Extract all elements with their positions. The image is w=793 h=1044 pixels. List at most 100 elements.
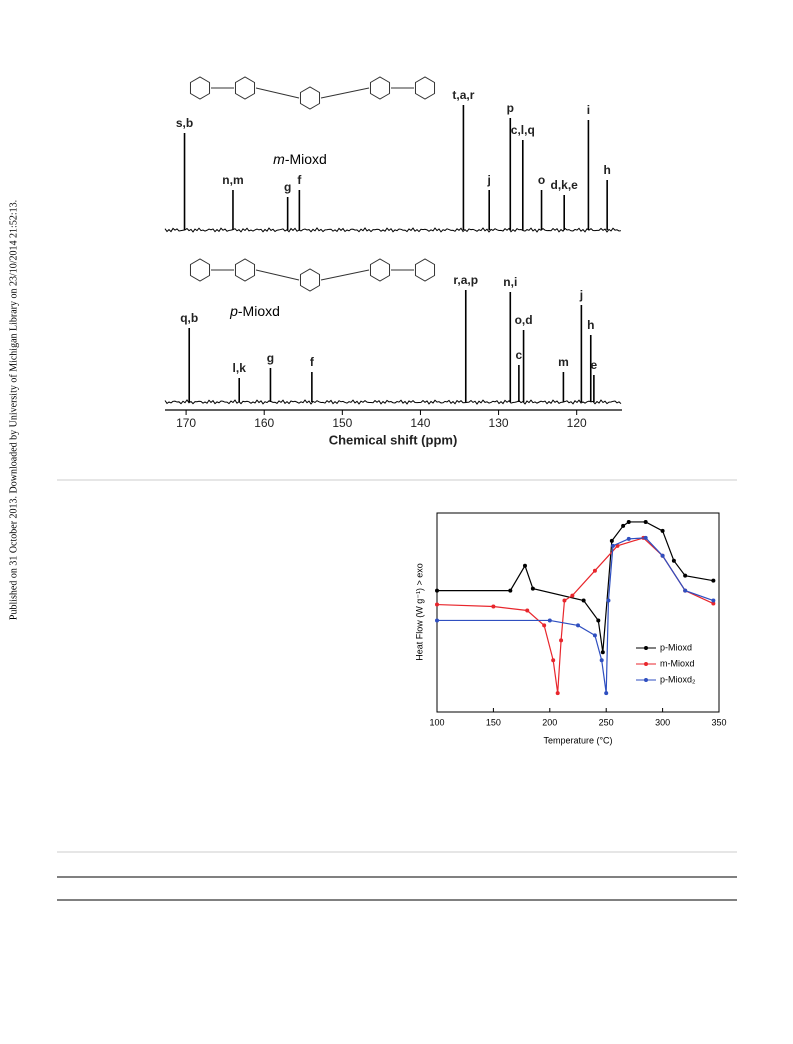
peak-label: c,l,q	[511, 123, 535, 137]
x-tick-label: 350	[711, 717, 726, 727]
molecule-ring	[189, 258, 211, 282]
legend-marker	[644, 678, 648, 682]
peak-label: c	[516, 348, 523, 362]
baseline-noise	[164, 227, 622, 233]
peak-label: n,m	[222, 173, 243, 187]
molecule-ring	[414, 258, 436, 282]
point	[592, 568, 597, 573]
series-line	[436, 537, 714, 694]
nmr-x-label: Chemical shift (ppm)	[329, 432, 458, 447]
point	[599, 658, 604, 663]
point	[671, 558, 676, 563]
peak-label: i	[587, 103, 590, 117]
x-tick-label: 150	[486, 717, 501, 727]
series-line	[437, 537, 714, 694]
molecule-ring	[369, 76, 391, 100]
point	[559, 638, 564, 643]
molecule-ring	[369, 258, 391, 282]
point	[530, 586, 535, 591]
peak-label: h	[603, 163, 610, 177]
peak-label: t,a,r	[452, 88, 474, 102]
name-suffix: -Mioxd	[238, 303, 280, 319]
peak-label: p	[507, 101, 514, 115]
point	[711, 598, 716, 603]
point	[626, 536, 631, 541]
point	[621, 523, 626, 528]
point	[660, 528, 665, 533]
point	[435, 618, 439, 623]
point	[570, 593, 575, 598]
point	[547, 618, 552, 623]
point	[562, 598, 567, 603]
legend-marker	[644, 646, 648, 650]
molecule-bond	[211, 87, 414, 99]
legend-label: p-Mioxd	[660, 642, 692, 652]
point	[683, 573, 688, 578]
point	[711, 578, 716, 583]
point	[643, 535, 648, 540]
name-prefix: p	[229, 303, 238, 319]
peak-label: o,d	[515, 313, 533, 327]
name-prefix: m	[273, 151, 285, 167]
x-tick-label: 200	[542, 717, 557, 727]
point	[604, 691, 609, 696]
point	[525, 608, 530, 613]
point	[555, 691, 560, 696]
peak-label: f	[297, 173, 302, 187]
name-suffix: -Mioxd	[285, 151, 327, 167]
point	[711, 601, 716, 606]
point	[542, 623, 547, 628]
molecule-bond	[211, 269, 414, 281]
compound-name: m-Mioxd	[273, 151, 327, 167]
peak-label: s,b	[176, 116, 193, 130]
compound-name: p-Mioxd	[229, 303, 280, 319]
point	[609, 538, 614, 543]
molecule-ring	[414, 76, 436, 100]
baseline-noise	[164, 399, 622, 405]
molecule-ring	[299, 86, 321, 110]
x-tick-label: 170	[176, 416, 196, 430]
dsc-x-label: Temperature (°C)	[543, 735, 612, 745]
peak-label: q,b	[180, 311, 198, 325]
point	[660, 553, 665, 558]
peak-label: f	[310, 355, 315, 369]
point	[435, 602, 439, 607]
molecule-ring	[189, 76, 211, 100]
peak-label: l,k	[233, 361, 247, 375]
dsc-y-label: Heat Flow (W g⁻¹) > exo	[414, 563, 424, 661]
peak-label: r,a,p	[453, 273, 478, 287]
point	[626, 519, 631, 524]
molecule-ring	[234, 258, 256, 282]
x-tick-label: 150	[332, 416, 352, 430]
sidebar: Published on 31 October 2013. Downloaded…	[8, 200, 19, 620]
peak-label: m	[558, 355, 569, 369]
legend-marker	[644, 662, 648, 666]
point	[576, 623, 580, 628]
peak-label: n,i	[503, 275, 517, 289]
x-tick-label: 100	[429, 717, 444, 727]
point	[551, 658, 556, 663]
molecule-ring	[234, 76, 256, 100]
legend-label: m-Mioxd	[660, 658, 695, 668]
peak-label: g	[267, 351, 274, 365]
point	[508, 588, 513, 593]
point	[435, 588, 439, 593]
point	[606, 598, 611, 603]
point	[596, 618, 601, 623]
point	[592, 633, 597, 638]
point	[522, 563, 527, 568]
dsc-frame	[436, 512, 720, 713]
point	[581, 598, 586, 603]
legend-label: p-Mioxd₂	[660, 674, 696, 684]
point	[600, 650, 605, 655]
point	[643, 519, 648, 524]
x-tick-label: 130	[489, 416, 509, 430]
molecule-ring	[299, 268, 321, 292]
peak-label: d,k,e	[551, 178, 579, 192]
point	[491, 604, 496, 609]
x-tick-label: 120	[567, 416, 587, 430]
peak-label: e	[591, 358, 598, 372]
x-tick-label: 250	[599, 717, 614, 727]
peak-label: j	[579, 288, 583, 302]
